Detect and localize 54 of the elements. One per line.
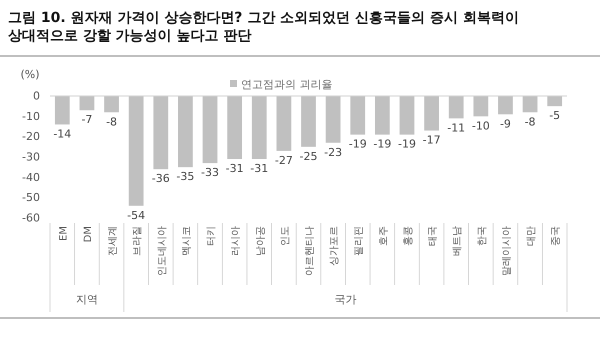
x-tick-label: 한국 <box>476 226 488 246</box>
y-tick-label: -30 <box>22 150 40 164</box>
x-tick-label: 러시아 <box>230 226 242 256</box>
data-label: -33 <box>201 166 220 180</box>
x-tick-label: 싱가포르 <box>329 226 340 266</box>
y-tick-label: -60 <box>22 212 40 224</box>
x-tick-label: 필리핀 <box>354 226 365 256</box>
x-tick-label: 홍콩 <box>402 226 414 246</box>
x-tick-label: 베트남 <box>452 226 464 256</box>
data-label: -31 <box>226 162 244 176</box>
x-tick-label: 터키 <box>206 226 218 246</box>
data-label: -9 <box>500 117 511 130</box>
x-tick-label: EM <box>58 226 70 241</box>
y-tick-label: 0 <box>33 90 40 102</box>
y-tick-label: -40 <box>22 170 40 184</box>
data-label: -8 <box>524 115 536 128</box>
chart-title: 그림 10. 원자재 가격이 상승한다면? 그간 소외되었던 신흥국들의 증시 회복력이 상대적으로 강할 가능성이 높다고 판단 <box>8 10 519 44</box>
data-label: -19 <box>398 138 416 151</box>
y-tick-label: -10 <box>22 110 40 123</box>
data-label: -8 <box>106 115 118 128</box>
text: 국가 <box>334 293 356 306</box>
y-tick-label: -50 <box>22 191 40 204</box>
x-tick-label: 태국 <box>428 226 439 246</box>
y-tick-label: -20 <box>22 130 40 144</box>
data-label: -17 <box>422 134 441 147</box>
x-tick-label: 아르헨티나 <box>304 226 316 276</box>
data-label: -5 <box>549 109 560 122</box>
x-tick-label: 브라질 <box>132 226 144 256</box>
x-tick-label: 말레이시아 <box>501 226 512 276</box>
x-tick-label: 멕시코 <box>181 226 192 256</box>
x-tick-label: DM <box>82 226 94 242</box>
data-label: -19 <box>348 138 367 151</box>
x-tick-label: 호주 <box>378 226 390 246</box>
data-label: -27 <box>274 154 293 167</box>
data-label: -7 <box>81 113 92 126</box>
data-label: -35 <box>176 170 194 184</box>
x-tick-label: 인도 <box>280 226 291 246</box>
data-label: -25 <box>300 150 318 163</box>
data-label: -14 <box>53 127 72 140</box>
data-label: -31 <box>250 162 268 176</box>
text: 지역 <box>76 293 98 306</box>
legend-label: 연고점과의 괴리율 <box>241 78 332 91</box>
x-tick-label: 대만 <box>526 226 538 246</box>
data-label: -36 <box>152 172 170 186</box>
x-tick-label: 인도네시아 <box>156 226 168 276</box>
y-axis-title: (%) <box>20 68 40 81</box>
data-label: -10 <box>472 119 490 132</box>
data-label: -23 <box>324 146 342 159</box>
data-label: -19 <box>373 138 392 151</box>
data-label: -11 <box>447 121 466 134</box>
data-label: -54 <box>127 208 146 222</box>
x-tick-label: 중국 <box>550 226 562 246</box>
x-tick-label: 남아공 <box>255 226 266 256</box>
x-tick-label: 전세계 <box>108 226 119 256</box>
